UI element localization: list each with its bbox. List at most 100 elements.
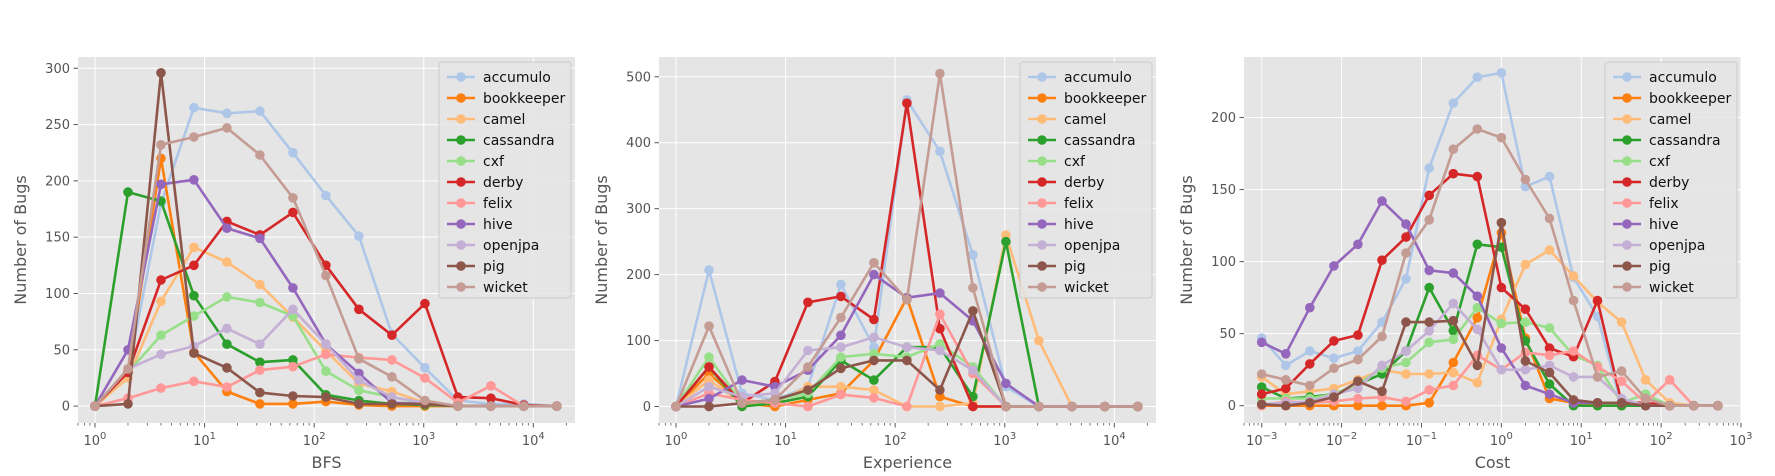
data-point xyxy=(255,233,265,244)
y-tick-label: 200 xyxy=(45,174,70,189)
legend-item-cxf: cxf xyxy=(1613,154,1671,170)
data-point xyxy=(453,401,463,411)
data-point xyxy=(123,364,133,374)
data-point xyxy=(1496,364,1507,375)
legend-label: bookkeeper xyxy=(483,91,565,107)
x-tick-base: 10 xyxy=(193,434,210,449)
legend-label: cxf xyxy=(1649,154,1671,170)
data-point xyxy=(1401,357,1411,368)
data-point xyxy=(1472,124,1483,134)
data-point xyxy=(1329,336,1339,346)
data-point xyxy=(123,399,133,409)
legend-item-hive: hive xyxy=(1028,217,1094,233)
legend-label: derby xyxy=(1649,175,1689,191)
x-tick-label: 100 xyxy=(665,431,688,449)
data-point xyxy=(1520,304,1531,315)
data-point xyxy=(288,193,298,203)
data-point xyxy=(1256,389,1267,400)
data-point xyxy=(1424,385,1434,395)
data-point xyxy=(387,330,397,341)
data-point xyxy=(1544,350,1555,361)
x-tick-base: 10 xyxy=(84,434,101,449)
data-point xyxy=(1377,196,1387,206)
x-tick-label: 103 xyxy=(412,431,435,449)
y-tick-label: 200 xyxy=(1211,111,1236,126)
legend-label: openjpa xyxy=(1064,238,1120,254)
data-point xyxy=(1281,349,1291,359)
data-point xyxy=(288,283,298,293)
series-wicket xyxy=(671,68,1143,412)
legend-swatch-marker xyxy=(1622,240,1632,250)
data-point xyxy=(288,399,298,409)
data-point xyxy=(255,339,265,350)
x-tick-label: 101 xyxy=(193,431,216,449)
data-point xyxy=(968,283,978,293)
data-point xyxy=(1067,401,1077,412)
data-point xyxy=(1616,398,1627,408)
x-tick-label: 10−2 xyxy=(1326,431,1357,449)
data-point xyxy=(354,231,364,241)
data-point xyxy=(1472,360,1483,371)
data-point xyxy=(1377,360,1387,371)
data-point xyxy=(1401,346,1411,356)
data-point xyxy=(189,242,199,253)
legend-item-camel: camel xyxy=(1028,112,1106,128)
data-point xyxy=(1520,380,1531,391)
data-point xyxy=(836,342,846,353)
legend-item-derby: derby xyxy=(1613,175,1689,191)
data-point xyxy=(1401,232,1411,242)
data-point xyxy=(1544,213,1555,224)
data-point xyxy=(902,294,912,305)
data-point xyxy=(1001,236,1011,247)
y-tick-label: 100 xyxy=(626,334,651,349)
legend-label: wicket xyxy=(483,280,528,296)
legend-label: cassandra xyxy=(483,133,555,149)
x-tick-base: 10 xyxy=(1490,434,1507,449)
data-point xyxy=(1329,363,1339,374)
y-tick-label: 50 xyxy=(53,343,70,358)
data-point xyxy=(1544,367,1555,378)
data-point xyxy=(321,349,331,360)
x-tick-exponent: −1 xyxy=(1422,431,1437,442)
data-point xyxy=(1713,400,1723,411)
legend-swatch-marker xyxy=(1622,219,1632,229)
data-point xyxy=(189,290,199,301)
data-point xyxy=(222,108,232,119)
data-point xyxy=(1353,239,1363,250)
data-point xyxy=(1568,346,1579,356)
legend-swatch-marker xyxy=(456,261,466,271)
data-point xyxy=(222,257,232,267)
data-point xyxy=(222,123,232,133)
data-point xyxy=(836,291,846,302)
data-point xyxy=(836,312,846,323)
x-tick-base: 10 xyxy=(1650,434,1667,449)
legend-item-wicket: wicket xyxy=(447,280,528,296)
data-point xyxy=(156,275,166,285)
data-point xyxy=(836,389,846,400)
x-tick-base: 10 xyxy=(303,434,320,449)
x-tick-base: 10 xyxy=(665,434,682,449)
x-tick-exponent: 0 xyxy=(681,431,687,442)
data-point xyxy=(552,401,562,411)
data-point xyxy=(1424,265,1434,276)
data-point xyxy=(288,304,298,315)
legend-item-cassandra: cassandra xyxy=(1613,133,1721,149)
y-tick-label: 500 xyxy=(626,70,651,85)
data-point xyxy=(1401,219,1411,229)
legend-item-wicket: wicket xyxy=(1028,280,1109,296)
data-point xyxy=(321,190,331,201)
data-point xyxy=(704,265,714,275)
y-tick-label: 0 xyxy=(62,400,70,415)
data-point xyxy=(1281,375,1291,385)
data-point xyxy=(1424,163,1434,173)
legend-label: accumulo xyxy=(1649,70,1717,86)
data-point xyxy=(1544,360,1555,371)
data-point xyxy=(321,366,331,377)
legend-item-pig: pig xyxy=(1613,259,1671,275)
y-tick-label: 250 xyxy=(45,118,70,133)
legend-label: wicket xyxy=(1649,280,1694,296)
data-point xyxy=(486,401,496,411)
data-point xyxy=(1544,323,1555,333)
data-point xyxy=(1329,353,1339,364)
data-point xyxy=(1688,400,1699,411)
